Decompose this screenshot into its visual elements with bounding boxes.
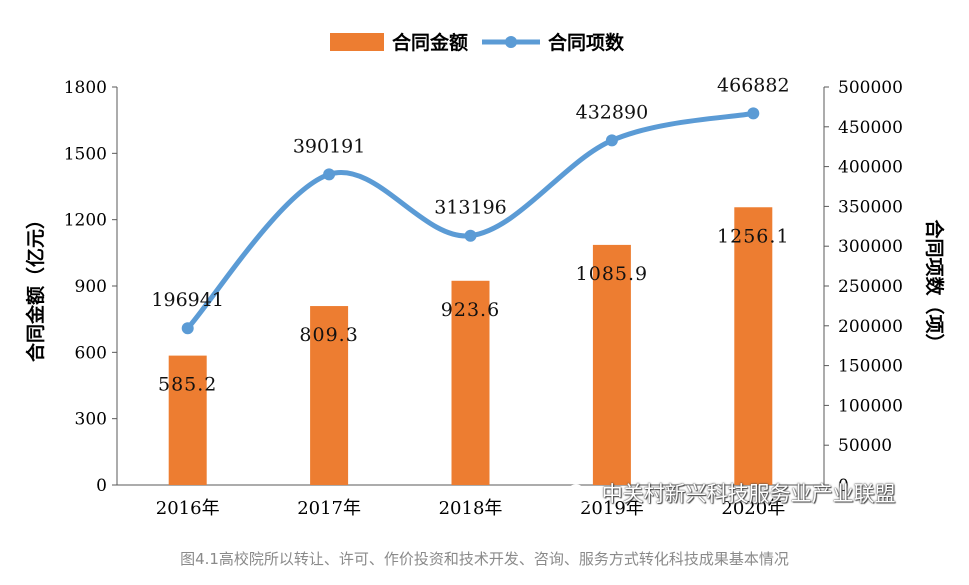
legend-bar-swatch (330, 33, 384, 51)
x-tick-label: 2018年 (439, 498, 503, 519)
right-tick-label: 250000 (838, 277, 903, 297)
x-tick-label: 2017年 (297, 498, 361, 519)
line-point (747, 107, 760, 120)
x-tick-label: 2019年 (580, 498, 644, 519)
line-point (323, 168, 336, 181)
left-tick-label: 1500 (64, 144, 107, 164)
right-tick-label: 50000 (838, 436, 892, 456)
watermark: 中关村新兴科技服务业产业联盟 (565, 478, 896, 508)
right-tick-label: 400000 (838, 158, 903, 178)
left-tick-label: 900 (75, 277, 107, 297)
right-tick-label: 450000 (838, 118, 903, 138)
line-point (464, 229, 477, 242)
bar-data-label: 923.6 (441, 299, 500, 321)
bar-data-label: 585.2 (158, 374, 217, 396)
line-point (605, 134, 618, 147)
right-tick-label: 0 (838, 476, 849, 496)
line-data-label: 313196 (434, 197, 507, 219)
x-tick-label: 2016年 (156, 498, 220, 519)
bar (310, 306, 349, 485)
bar (451, 280, 490, 485)
line-data-label: 390191 (293, 135, 366, 157)
left-tick-label: 1800 (64, 78, 107, 98)
line-point (181, 322, 194, 335)
right-tick-label: 200000 (838, 317, 903, 337)
right-tick-label: 100000 (838, 396, 903, 416)
left-tick-label: 0 (96, 476, 107, 496)
right-axis-title: 合同项数（项） (923, 219, 946, 352)
wechat-icon (565, 484, 594, 505)
legend-bar-label: 合同金额 (392, 31, 468, 54)
bar (734, 207, 773, 485)
right-tick-label: 350000 (838, 197, 903, 217)
right-tick-label: 300000 (838, 237, 903, 257)
right-tick-label: 150000 (838, 357, 903, 377)
left-axis-title: 合同金额（亿元） (24, 210, 47, 362)
bar-data-label: 809.3 (299, 324, 358, 346)
line-data-label: 432890 (576, 101, 649, 123)
legend-line-marker (505, 36, 517, 48)
left-tick-label: 300 (75, 410, 107, 430)
bar-data-label: 1256.1 (717, 225, 789, 247)
left-tick-label: 1200 (64, 211, 107, 231)
line-data-label: 466882 (717, 74, 790, 96)
bar (168, 355, 207, 485)
combo-chart: 0 300 600 900 1200 1500 1800 0 50000 100000 150000… (24, 31, 946, 519)
line-data-label: 196941 (151, 289, 224, 311)
bar-data-label: 1085.9 (576, 263, 648, 285)
x-tick-label: 2020年 (721, 498, 785, 519)
right-tick-label: 500000 (838, 78, 903, 98)
legend-line-label: 合同项数 (548, 31, 625, 54)
figure-caption: 图4.1高校院所以转让、许可、作价投资和技术开发、咨询、服务方式转化科技成果基本… (180, 550, 789, 568)
left-tick-label: 600 (75, 343, 107, 363)
watermark-text: 中关村新兴科技服务业产业联盟 (601, 482, 896, 506)
bar (592, 244, 631, 485)
